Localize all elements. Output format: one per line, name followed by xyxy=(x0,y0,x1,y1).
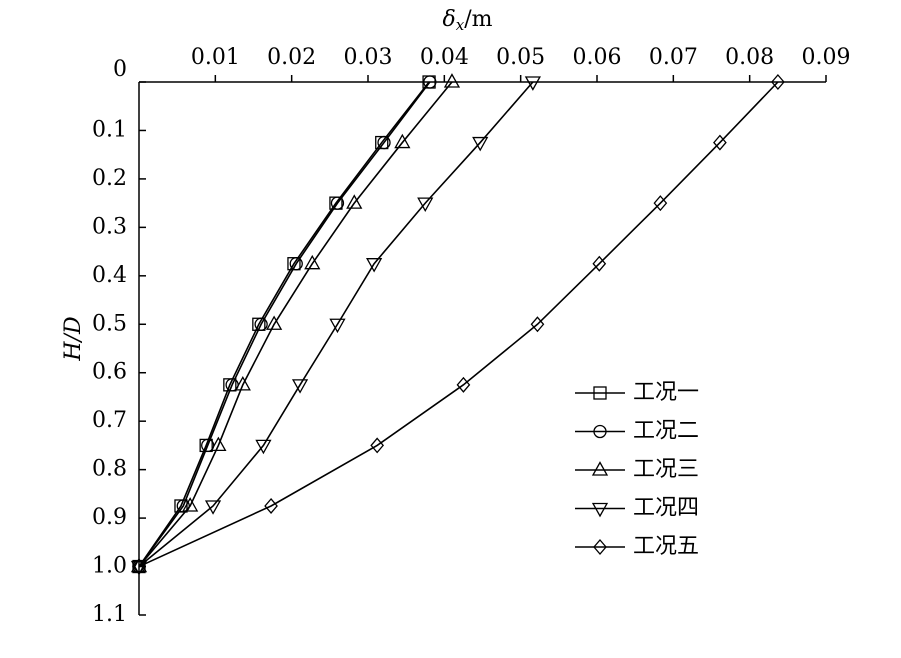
y-tick-label: 0.9 xyxy=(92,505,127,530)
data-point xyxy=(254,317,268,331)
x-label-unit: /m xyxy=(464,7,492,32)
x-axis-label: δx/m xyxy=(443,7,493,34)
y-tick-label: 1.0 xyxy=(92,554,127,579)
y-tick-label: 0.2 xyxy=(92,166,127,191)
data-point xyxy=(346,194,363,209)
data-point xyxy=(304,254,321,270)
x-tick-label: 0.08 xyxy=(725,45,774,70)
x-tick-label: 0.05 xyxy=(496,45,545,70)
x-tick-label: 0.06 xyxy=(573,45,622,70)
data-point xyxy=(266,315,283,330)
data-point xyxy=(472,136,489,152)
x-label-symbol: δ xyxy=(443,7,456,32)
y-tick-label: 0 xyxy=(113,57,127,82)
y-tick-label: 0.6 xyxy=(92,360,127,385)
x-tick-label: 0.01 xyxy=(191,45,240,70)
data-point xyxy=(210,436,227,452)
legend-marker xyxy=(593,386,607,400)
data-point xyxy=(130,560,148,576)
y-axis-label: H/D xyxy=(61,316,86,362)
y-tick-label: 0.3 xyxy=(92,214,127,239)
data-point xyxy=(443,73,461,88)
y-tick-label: 0.1 xyxy=(92,117,127,142)
series-line xyxy=(138,81,430,568)
data-point xyxy=(132,558,146,575)
legend-marker xyxy=(591,461,609,476)
data-point xyxy=(713,134,727,151)
data-point xyxy=(456,376,471,393)
data-point xyxy=(330,196,345,210)
data-point xyxy=(204,500,222,515)
data-point xyxy=(423,75,437,89)
y-tick-label: 0.7 xyxy=(92,408,127,433)
data-point xyxy=(417,197,434,212)
y-tick-label: 0.4 xyxy=(92,263,127,288)
data-point xyxy=(524,76,541,91)
x-tick-label: 0.03 xyxy=(344,45,393,70)
y-tick-label: 0.8 xyxy=(92,457,127,482)
legend-label: 工况二 xyxy=(633,419,699,444)
x-tick-label: 0.09 xyxy=(802,45,851,70)
series-line xyxy=(138,81,453,568)
legend-label: 工况一 xyxy=(633,380,699,405)
legend-label: 工况三 xyxy=(633,457,699,482)
x-tick-label: 0.02 xyxy=(267,45,316,70)
data-point xyxy=(771,74,785,90)
data-point xyxy=(329,318,346,334)
x-tick-label: 0.04 xyxy=(420,45,469,70)
legend-marker xyxy=(591,502,609,518)
data-point xyxy=(291,379,309,394)
legend-marker xyxy=(593,539,607,555)
data-point xyxy=(394,133,411,149)
y-tick-label: 1.1 xyxy=(92,602,127,627)
series-line xyxy=(138,81,779,568)
data-point xyxy=(264,497,278,514)
data-point xyxy=(530,316,545,333)
series-line xyxy=(138,81,431,568)
x-label-subscript: x xyxy=(456,16,465,34)
series-line xyxy=(138,81,534,568)
y-tick-label: 0.5 xyxy=(92,311,127,336)
data-point xyxy=(289,257,303,271)
data-point xyxy=(234,376,251,391)
data-point xyxy=(653,195,668,212)
legend-label: 工况五 xyxy=(633,534,699,559)
data-point xyxy=(365,258,383,273)
data-point xyxy=(370,437,385,454)
data-point xyxy=(255,439,272,455)
data-point xyxy=(182,497,199,512)
data-point xyxy=(592,255,607,272)
legend-label: 工况四 xyxy=(633,496,699,521)
legend-marker xyxy=(593,424,607,439)
data-point xyxy=(377,135,391,150)
x-tick-label: 0.07 xyxy=(649,45,698,70)
